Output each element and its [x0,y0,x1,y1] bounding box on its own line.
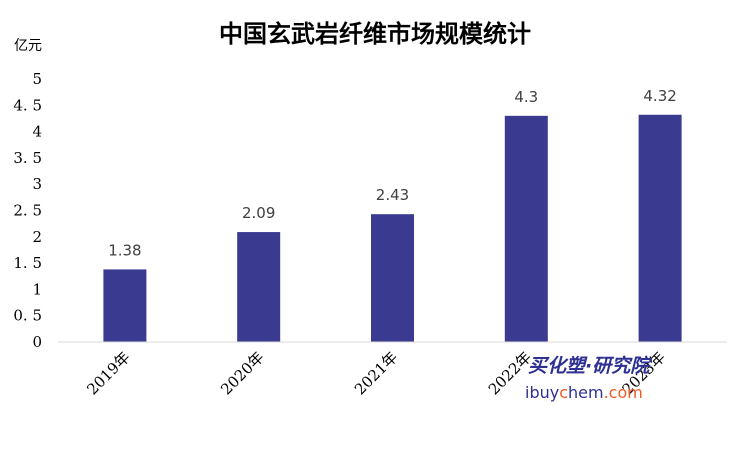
data-labels: 1.38 2.09 2.43 4.3 4.32 [108,87,677,260]
chart-title: 中国玄武岩纤维市场规模统计 [219,19,531,48]
bar [638,114,682,342]
y-tick-label: 1. 5 [13,254,42,272]
watermark-url-part-1: ibuy [525,383,559,402]
y-axis-unit-label: 亿元 [14,38,42,54]
watermark-url-part-3: hem [568,383,604,402]
y-tick-label: 3. 5 [13,149,42,167]
watermark-logo: 买化塑·研究院 ibuychem.com [525,355,652,402]
bar [371,214,414,342]
y-tick-label: 1 [32,280,42,298]
y-tick-label: 4. 5 [13,96,42,114]
data-label: 2.43 [376,186,409,204]
data-label: 4.32 [643,87,676,105]
bar-series [103,114,682,342]
y-tick-label: 3 [32,175,42,193]
data-label: 2.09 [242,204,275,222]
watermark-url-text: ibuychem.com [525,383,643,402]
y-tick-label: 0 [32,333,42,351]
y-tick-label: 2 [32,228,42,246]
watermark-cn-text: 买化塑·研究院 [528,355,652,377]
bar [237,232,281,342]
y-tick-label: 4 [32,123,42,141]
y-tick-label: 5 [32,70,42,88]
watermark-url-part-2: c [559,383,568,402]
data-label: 4.3 [514,88,538,106]
y-tick-label: 2. 5 [13,202,42,220]
data-label: 1.38 [108,241,141,259]
watermark-url-part-4: .com [604,383,643,402]
x-tick-label: 2021年 [351,348,401,398]
x-tick-label: 2019年 [83,348,133,398]
bar [103,269,147,342]
x-tick-label: 2020年 [217,348,267,398]
y-tick-label: 0. 5 [13,307,42,325]
bar [504,115,548,342]
y-axis-ticks: 0 0. 5 1 1. 5 2 2. 5 3 3. 5 4 4. 5 5 [13,70,42,351]
